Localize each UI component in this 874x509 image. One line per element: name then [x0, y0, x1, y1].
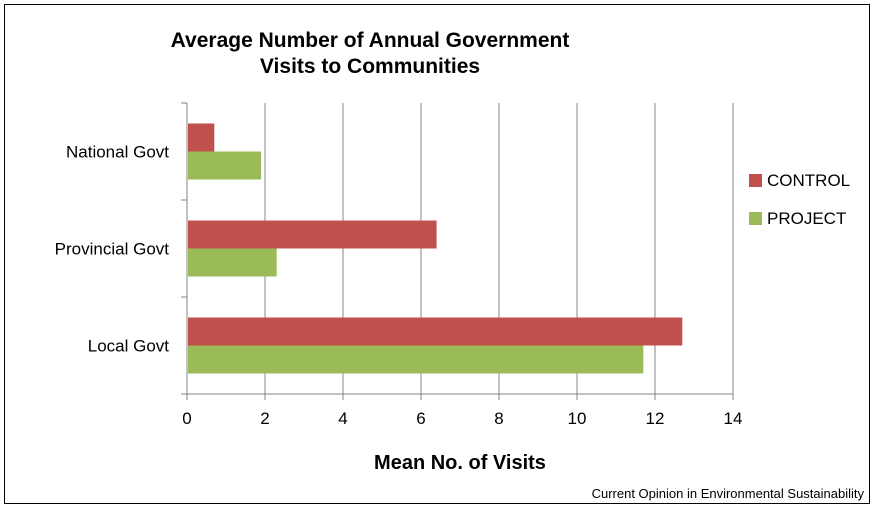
chart-frame [4, 4, 870, 504]
axes [181, 102, 734, 400]
source-credit: Current Opinion in Environmental Sustain… [591, 486, 864, 501]
x-tick-label-12: 12 [646, 409, 665, 428]
bar-control-2 [188, 317, 683, 346]
bar-control-0 [188, 123, 215, 152]
y-category-label: Provincial Govt [55, 240, 170, 259]
x-tick-label-4: 4 [338, 409, 347, 428]
x-tick-label-6: 6 [416, 409, 425, 428]
y-category-label: National Govt [66, 143, 169, 162]
bar-project-1 [188, 248, 277, 277]
bar-control-1 [188, 220, 437, 249]
x-tick-label-8: 8 [494, 409, 503, 428]
legend-label-project: PROJECT [767, 209, 846, 228]
x-tick-label-2: 2 [260, 409, 269, 428]
x-tick-label-14: 14 [724, 409, 743, 428]
x-axis-title: Mean No. of Visits [374, 452, 546, 474]
bar-project-2 [188, 345, 644, 374]
bars [188, 123, 683, 374]
chart-title-line-1: Average Number of Annual Government [170, 29, 570, 52]
y-category-label: Local Govt [88, 337, 170, 356]
bar-project-0 [188, 151, 262, 180]
legend: CONTROL PROJECT [749, 171, 850, 228]
x-tick-label-0: 0 [182, 409, 191, 428]
chart-title-line-2: Visits to Communities [259, 55, 481, 78]
legend-swatch-control [749, 174, 762, 187]
labels: 0 2 4 6 8 10 12 14 National Govt Provincial Govt L… [55, 143, 743, 475]
x-tick-label-10: 10 [568, 409, 587, 428]
legend-label-control: CONTROL [767, 171, 850, 190]
legend-swatch-project [749, 212, 762, 225]
